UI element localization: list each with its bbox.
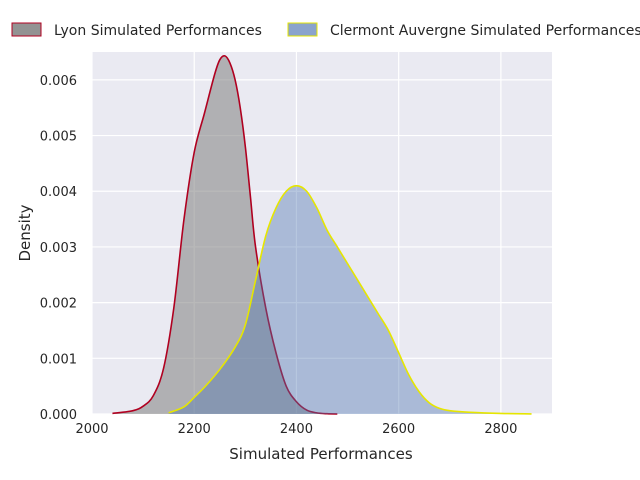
y-axis-ticks: 0.000 0.001 0.002 0.003 0.004 0.005 0.006 — [40, 74, 77, 423]
density-area-1 — [112, 55, 338, 415]
x-tick-label: 2000 — [75, 422, 108, 437]
density-area-2 — [168, 185, 532, 414]
y-tick-label: 0.000 — [40, 408, 77, 423]
legend: Lyon Simulated Performances Clermont Auve… — [11, 22, 640, 39]
x-axis-label: Simulated Performances — [229, 445, 413, 463]
y-tick-label: 0.001 — [40, 352, 77, 367]
y-tick-label: 0.006 — [40, 74, 77, 89]
legend-swatch-1 — [11, 22, 42, 37]
y-axis-label: Density — [16, 204, 34, 261]
density-line-2 — [168, 184, 532, 415]
y-tick-label: 0.004 — [40, 185, 77, 200]
density-areas — [112, 54, 532, 415]
x-tick-label: 2800 — [484, 422, 517, 437]
legend-label-2: Clermont Auvergne Simulated Performances — [330, 23, 640, 39]
x-tick-label: 2400 — [280, 422, 313, 437]
y-tick-label: 0.003 — [40, 241, 77, 256]
x-tick-label: 2200 — [178, 422, 211, 437]
x-tick-label: 2600 — [382, 422, 415, 437]
x-axis-ticks: 2000 2200 2400 2600 2800 — [75, 422, 517, 437]
legend-label-1: Lyon Simulated Performances — [54, 23, 262, 39]
legend-swatch-2 — [287, 22, 318, 37]
y-tick-label: 0.002 — [40, 297, 77, 312]
y-tick-label: 0.005 — [40, 130, 77, 145]
density-line-1 — [112, 54, 338, 415]
